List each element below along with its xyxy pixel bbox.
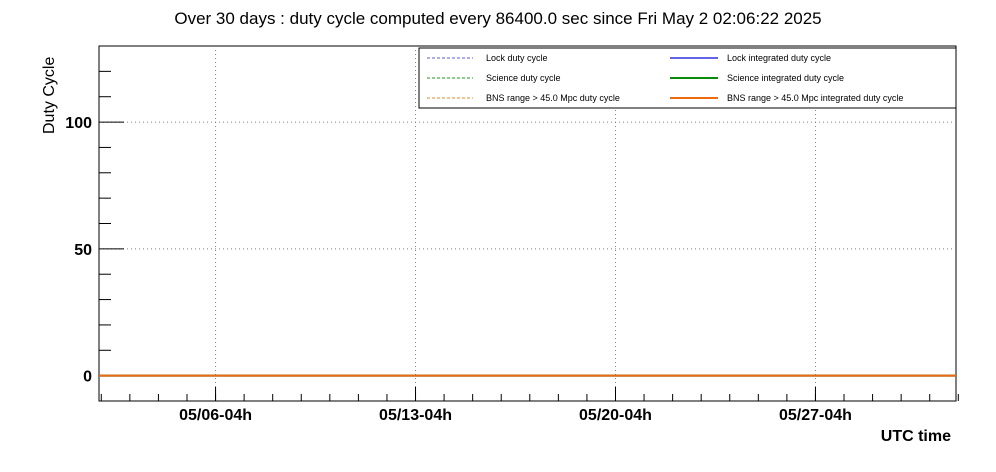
x-tick-label: 05/27-04h bbox=[779, 407, 852, 424]
y-tick-label: 100 bbox=[65, 115, 92, 132]
chart-title: Over 30 days : duty cycle computed every… bbox=[174, 9, 821, 28]
legend-label: Science integrated duty cycle bbox=[727, 73, 844, 83]
legend-label: Lock integrated duty cycle bbox=[727, 53, 831, 63]
y-axis-ticks: 0 50 100 bbox=[65, 45, 124, 386]
y-tick-label: 0 bbox=[83, 369, 92, 386]
legend-label: Science duty cycle bbox=[486, 73, 561, 83]
y-axis-title: Duty Cycle bbox=[41, 57, 58, 134]
x-tick-label: 05/20-04h bbox=[579, 407, 652, 424]
x-axis-title: UTC time bbox=[881, 428, 951, 445]
legend-label: Lock duty cycle bbox=[486, 53, 548, 63]
legend-label: BNS range > 45.0 Mpc integrated duty cyc… bbox=[727, 93, 903, 103]
legend: Lock duty cycle Science duty cycle BNS ran… bbox=[418, 47, 957, 109]
x-tick-label: 05/13-04h bbox=[379, 407, 452, 424]
y-tick-label: 50 bbox=[74, 242, 92, 259]
x-tick-label: 05/06-04h bbox=[179, 407, 252, 424]
legend-label: BNS range > 45.0 Mpc duty cycle bbox=[486, 93, 620, 103]
x-axis-ticks: 05/06-04h 05/13-04h 05/20-04h 05/27-04h bbox=[100, 387, 959, 424]
